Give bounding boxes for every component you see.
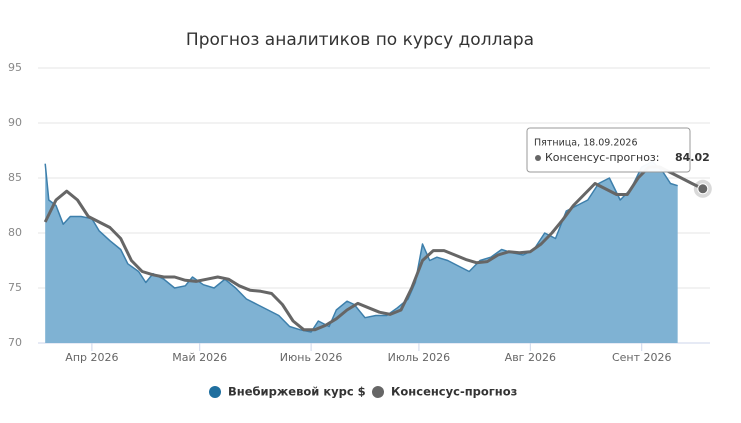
highlight-point bbox=[697, 183, 709, 195]
y-tick-label: 80 bbox=[8, 226, 22, 239]
legend-marker bbox=[372, 386, 384, 398]
y-tick-label: 70 bbox=[8, 336, 22, 349]
tooltip-label: Консенсус-прогноз: bbox=[545, 151, 659, 164]
line bbox=[44, 160, 678, 333]
tooltip-title: Пятница, 18.09.2026 bbox=[534, 138, 638, 149]
tooltip-box bbox=[526, 127, 691, 173]
tooltip-value: 84.02 bbox=[675, 151, 710, 164]
x-tick-label: Апр 2026 bbox=[65, 351, 118, 364]
y-tick-label: 90 bbox=[8, 116, 22, 129]
chart-title: Прогноз аналитиков по курсу доллара bbox=[186, 30, 534, 50]
tooltip-bullet bbox=[535, 155, 541, 161]
line bbox=[43, 165, 704, 332]
y-tick-label: 75 bbox=[8, 281, 22, 294]
legend-marker bbox=[209, 386, 221, 398]
x-tick-label: Сент 2026 bbox=[612, 351, 672, 364]
x-tick-label: Май 2026 bbox=[172, 351, 227, 364]
x-tick-label: Авг 2026 bbox=[505, 351, 556, 364]
x-tick-label: Июнь 2026 bbox=[280, 351, 343, 364]
legend-label: Консенсус-прогноз bbox=[391, 385, 517, 399]
legend-label: Внебиржевой курс $ bbox=[228, 385, 366, 399]
tooltip: Пятница, 18.09.2026 Консенсус-прогноз: 84.… bbox=[526, 127, 710, 173]
area bbox=[45, 161, 678, 343]
y-tick-label: 85 bbox=[8, 171, 22, 184]
x-tick-label: Июль 2026 bbox=[388, 351, 451, 364]
y-tick-label: 95 bbox=[8, 61, 22, 74]
